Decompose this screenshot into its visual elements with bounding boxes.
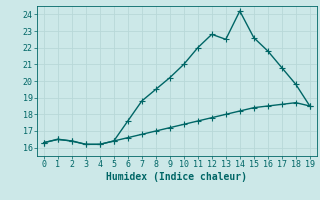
X-axis label: Humidex (Indice chaleur): Humidex (Indice chaleur) bbox=[106, 172, 247, 182]
